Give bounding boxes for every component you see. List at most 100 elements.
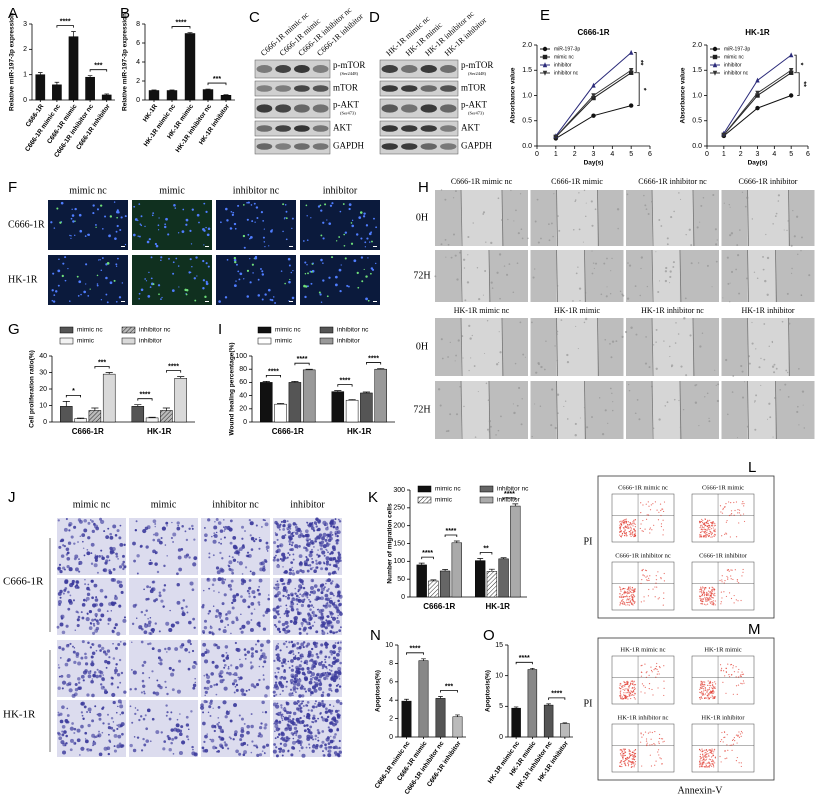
cell-dot bbox=[213, 729, 216, 733]
event-dot bbox=[712, 523, 714, 525]
cell-dot bbox=[308, 622, 311, 626]
cell-dot bbox=[223, 686, 228, 691]
cell-dot bbox=[292, 270, 294, 272]
cell-dot bbox=[119, 640, 122, 643]
blot-band bbox=[381, 143, 398, 150]
speckle bbox=[520, 228, 523, 231]
speckle bbox=[617, 227, 619, 230]
event-dot bbox=[711, 695, 713, 697]
event-dot bbox=[710, 690, 712, 692]
cell-dot bbox=[144, 278, 146, 280]
cell-dot bbox=[336, 534, 339, 538]
event-dot bbox=[702, 761, 704, 763]
cell-dot bbox=[304, 659, 309, 664]
event-dot bbox=[627, 765, 630, 767]
cell-dot bbox=[91, 719, 95, 723]
cell-dot bbox=[305, 724, 309, 727]
cell-dot bbox=[101, 257, 104, 259]
cell-dot bbox=[307, 687, 312, 692]
speckle bbox=[706, 392, 709, 395]
event-dot bbox=[704, 525, 706, 527]
cell-dot bbox=[260, 561, 265, 566]
event-dot bbox=[731, 749, 733, 751]
event-dot bbox=[650, 669, 653, 672]
event-dot bbox=[702, 600, 704, 603]
event-dot bbox=[626, 589, 628, 591]
cell-dot bbox=[172, 541, 175, 543]
cell-dot bbox=[308, 553, 313, 558]
cell-dot bbox=[261, 700, 265, 705]
cell-dot bbox=[57, 711, 60, 714]
event-dot bbox=[627, 762, 629, 764]
cell-dot bbox=[165, 704, 168, 707]
cell-dot bbox=[337, 599, 340, 603]
cell-dot bbox=[96, 284, 99, 287]
cell-dot bbox=[255, 524, 258, 527]
speckle bbox=[557, 412, 559, 415]
cell-dot bbox=[360, 256, 364, 259]
speckle bbox=[808, 274, 811, 277]
speckle bbox=[540, 365, 543, 369]
x-tick-label: C666-1R bbox=[423, 602, 455, 611]
event-dot bbox=[627, 698, 629, 700]
cell-dot bbox=[263, 565, 266, 567]
cell-dot bbox=[317, 736, 319, 739]
cell-dot bbox=[318, 675, 322, 679]
event-dot bbox=[722, 670, 725, 672]
cell-dot bbox=[155, 691, 160, 696]
event-dot bbox=[705, 751, 707, 754]
cell-dot bbox=[321, 672, 326, 676]
cell-dot bbox=[248, 592, 251, 595]
error-bar bbox=[134, 404, 142, 407]
cell-dot bbox=[102, 650, 107, 654]
cell-dot bbox=[307, 564, 310, 567]
significance-label: * bbox=[796, 63, 803, 66]
event-dot bbox=[706, 762, 708, 764]
event-dot bbox=[704, 529, 706, 531]
cell-dot bbox=[351, 219, 354, 222]
event-dot bbox=[702, 598, 704, 601]
cell-dot bbox=[242, 579, 247, 584]
event-dot bbox=[712, 692, 715, 694]
cell-dot bbox=[265, 545, 270, 550]
y-tick-label: 0.5 bbox=[692, 118, 702, 125]
bar bbox=[439, 570, 451, 598]
legend-marker bbox=[712, 70, 718, 76]
cell-dot bbox=[240, 595, 243, 598]
event-dot bbox=[738, 736, 741, 738]
cell-dot bbox=[324, 593, 329, 598]
cell-dot bbox=[284, 534, 287, 537]
event-dot bbox=[621, 524, 623, 526]
cell-dot bbox=[132, 670, 137, 675]
cell-dot bbox=[206, 686, 210, 691]
error-bar bbox=[291, 381, 299, 383]
cell-dot bbox=[294, 525, 298, 529]
cell-dot bbox=[191, 751, 196, 756]
cell-dot bbox=[149, 616, 152, 619]
cell-dot bbox=[217, 716, 220, 719]
blot-band bbox=[401, 104, 418, 113]
cell-dot bbox=[280, 661, 284, 665]
speckle bbox=[583, 321, 586, 324]
cell-dot bbox=[282, 658, 287, 663]
cell-dot bbox=[291, 664, 294, 668]
event-dot bbox=[620, 749, 623, 751]
legend-marker bbox=[542, 62, 548, 68]
event-dot bbox=[705, 533, 707, 535]
cell-dot bbox=[208, 552, 211, 555]
cell-dot bbox=[109, 546, 113, 551]
cell-dot bbox=[311, 624, 314, 627]
event-dot bbox=[699, 698, 701, 700]
cell-dot bbox=[98, 752, 103, 757]
flow-plot bbox=[611, 723, 675, 773]
speckle bbox=[499, 351, 502, 354]
cell-dot bbox=[285, 557, 288, 560]
event-dot bbox=[700, 687, 702, 689]
speckle bbox=[751, 218, 754, 220]
event-dot bbox=[714, 524, 716, 527]
cell-dot bbox=[285, 685, 288, 688]
speckle bbox=[802, 404, 804, 406]
cell-dot bbox=[310, 691, 314, 694]
speckle bbox=[634, 285, 637, 288]
cell-dot bbox=[326, 620, 331, 625]
